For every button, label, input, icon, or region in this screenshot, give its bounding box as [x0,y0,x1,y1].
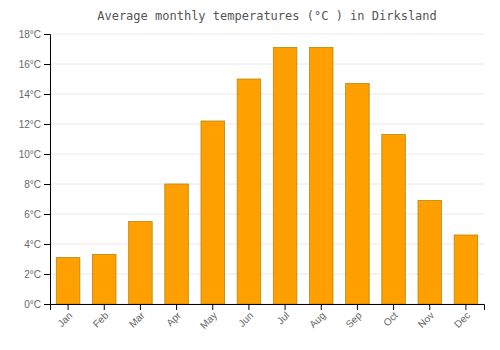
bar [382,135,406,305]
tick-label: Aug [307,310,327,330]
bar [201,121,225,304]
tick-mark [44,94,50,95]
tick-mark [44,184,50,185]
grid [50,34,484,304]
tick: Jun [236,304,255,329]
tick-label: 16°C [19,59,41,70]
tick: Sep [343,304,364,330]
tick-label: Feb [91,309,111,329]
tick-mark [285,304,286,310]
tick-label: May [198,310,219,331]
tick-label: Mar [127,309,147,329]
bar [165,184,189,304]
tick-label: Sep [343,309,364,330]
tick-mark [44,154,50,155]
bars [56,48,477,305]
tick: 6°C [24,209,50,220]
grid-line [50,34,484,35]
tick: 10°C [19,149,50,160]
tick-label: 12°C [19,119,41,130]
tick: Nov [416,304,436,330]
tick: Feb [91,304,111,330]
bar [309,48,333,305]
tick-label: 0°C [24,299,41,310]
bar [418,201,442,305]
x-axis: Jan Feb Mar Apr May Jun Jul Aug Sep Oct Nov Dec [51,304,485,331]
tick-label: 6°C [24,209,41,220]
tick-mark [248,304,249,310]
y-axis: 0°C 2°C 4°C 6°C 8°C 10°C 12°C 14°C 16°C 18°C [19,29,51,310]
grid-line [50,124,484,125]
tick: Mar [127,304,147,330]
tick: 14°C [19,89,50,100]
tick-label: Dec [452,310,472,330]
bar [237,79,261,304]
tick: Dec [452,304,472,330]
tick: 4°C [24,239,50,250]
tick-mark [176,304,177,310]
tick-label: 18°C [19,29,41,40]
tick-label: 8°C [24,179,41,190]
title: Average monthly temperatures (°C ) in Di… [97,9,437,23]
tick: 8°C [24,179,50,190]
tick: Jan [55,304,74,329]
tick: 18°C [19,29,50,40]
tick-mark [44,124,50,125]
tick-mark [44,64,50,65]
tick-mark [44,244,50,245]
tick: May [198,304,219,331]
tick-mark [44,304,50,305]
tick-mark [357,304,358,310]
plot: 0°C 2°C 4°C 6°C 8°C 10°C 12°C 14°C 16°C 18°C Jan Fe… [19,29,485,331]
bar [273,48,297,305]
tick-mark [393,304,394,310]
tick: 16°C [19,59,50,70]
tick-label: Apr [164,309,183,328]
grid-line [50,94,484,95]
tick-label: 14°C [19,89,41,100]
grid-line [50,64,484,65]
tick-mark [429,304,430,310]
tick-mark [44,34,50,35]
tick-mark [465,304,466,310]
tick: Apr [164,304,183,328]
bar [56,258,80,305]
grid-line [50,184,484,185]
tick: Aug [307,304,327,330]
bar [454,235,478,304]
tick-mark [321,304,322,310]
chart: 0°C 2°C 4°C 6°C 8°C 10°C 12°C 14°C 16°C 18°C Jan Fe… [0,0,500,350]
tick-mark [44,214,50,215]
tick-label: 10°C [19,149,41,160]
tick: Oct [381,304,400,328]
tick-mark [44,274,50,275]
tick-label: Nov [416,310,436,330]
tick: 12°C [19,119,50,130]
tick: 2°C [24,269,50,280]
tick-mark [104,304,105,310]
tick-mark [212,304,213,310]
bar [129,222,153,305]
tick: 0°C [24,299,50,310]
tick-label: Oct [381,310,400,329]
tick-label: 2°C [24,269,41,280]
bar [92,255,116,305]
bar [346,84,370,305]
tick-label: Jan [55,310,74,329]
tick-mark [140,304,141,310]
tick-mark [68,304,69,310]
tick-label: 4°C [24,239,41,250]
tick: Jul [275,304,292,326]
grid-line [50,154,484,155]
axis-line [44,35,51,305]
tick-label: Jun [236,310,255,329]
tick-label: Jul [275,310,292,327]
axis-line [51,305,485,311]
